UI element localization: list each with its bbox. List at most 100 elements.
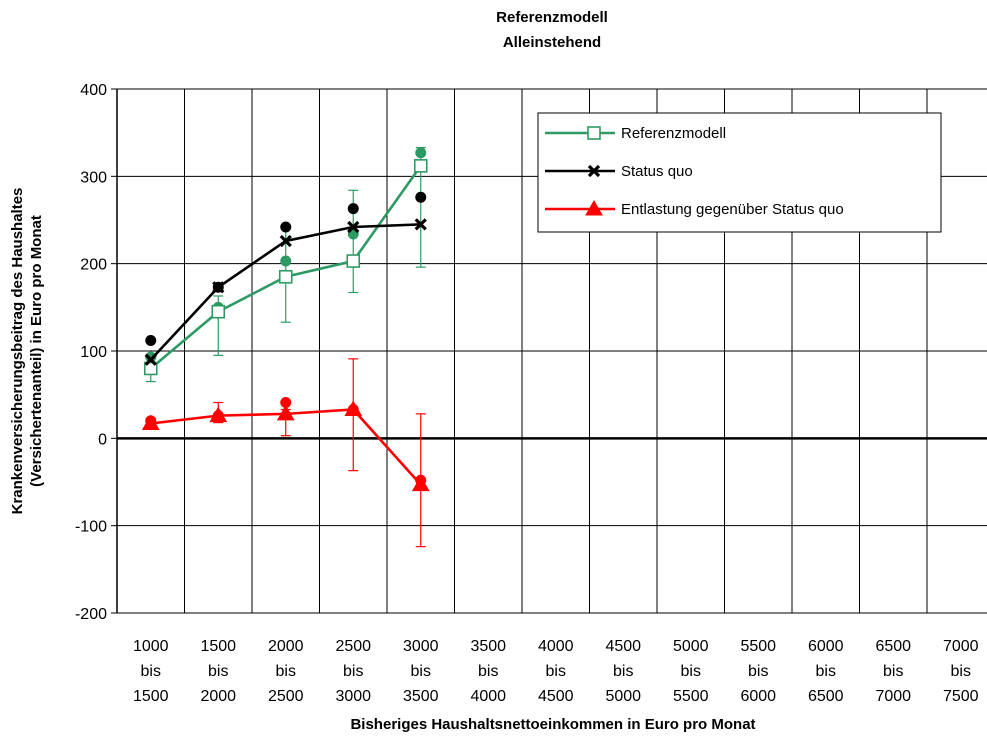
marker-stroke (212, 281, 225, 294)
data-point-dot (280, 255, 292, 267)
data-point-marker (587, 126, 601, 140)
data-point-marker (587, 164, 601, 178)
marker-stroke (587, 164, 601, 178)
x-tick-label-line: bis (816, 663, 836, 680)
x-tick-label-line: 5000 (673, 638, 709, 655)
x-tick-label-line: 6500 (808, 688, 844, 705)
data-point-dot (415, 191, 427, 203)
x-tick-label-line: 3000 (403, 638, 439, 655)
y-axis-label-line1: Krankenversicherungsbeitrag des Haushalt… (9, 188, 26, 515)
y-tick-label: -100 (75, 519, 107, 536)
legend-item: Entlastung gegenüber Status quo (545, 199, 844, 218)
x-tick-label-line: 5500 (673, 688, 709, 705)
x-tick-label: 5000 bis 5500 (673, 638, 709, 705)
series-entlastung-gegenüber-status-quo (141, 358, 430, 548)
x-tick-label-line: bis (478, 663, 498, 680)
x-tick-label: 1500 bis 2000 (200, 638, 236, 705)
marker-stroke (414, 218, 427, 231)
y-tick-label: 300 (80, 169, 107, 186)
x-tick-label-line: 2500 (268, 688, 304, 705)
x-tick-label-line: 5000 (605, 688, 641, 705)
x-tick-label: 2500 bis 3000 (335, 638, 371, 705)
data-point-dot (145, 351, 157, 363)
x-tick-label-line: bis (951, 663, 971, 680)
y-tick-label: 400 (80, 82, 107, 99)
data-point-marker (585, 199, 603, 216)
x-tick-label-line: 7000 (943, 638, 979, 655)
data-point-marker (344, 400, 363, 417)
x-tick-label-line: bis (748, 663, 768, 680)
x-tick-label-line: 1500 (133, 688, 169, 705)
x-tick-label-line: 6500 (875, 638, 911, 655)
legend-label: Referenzmodell (621, 125, 726, 142)
x-tick-label-line: bis (411, 663, 431, 680)
x-tick-label-line: 1500 (200, 638, 236, 655)
data-point-marker (143, 361, 158, 376)
y-tick-label: -200 (75, 606, 107, 623)
chart-title: Referenzmodell (496, 9, 608, 26)
data-point-marker (276, 404, 295, 421)
x-tick-label-line: bis (141, 663, 161, 680)
data-point-dot (280, 397, 292, 409)
x-tick-label-line: 6000 (808, 638, 844, 655)
x-tick-label-line: 7000 (875, 688, 911, 705)
x-tick-label-line: 1000 (133, 638, 169, 655)
x-tick-label-line: 6000 (740, 688, 776, 705)
x-tick-label-line: bis (546, 663, 566, 680)
legend-label: Status quo (621, 163, 693, 180)
legend-items: Referenzmodell Status quo Entlastung gegen… (545, 125, 844, 218)
x-tick-label: 2000 bis 2500 (268, 638, 304, 705)
chart-subtitle: Alleinstehend (503, 34, 601, 51)
x-tick-label-line: 4000 (470, 688, 506, 705)
x-tick-label-line: 4500 (605, 638, 641, 655)
x-tick-label-line: 7500 (943, 688, 979, 705)
marker-stroke (144, 353, 157, 366)
data-point-marker (212, 281, 225, 294)
legend-item: Referenzmodell (545, 125, 726, 142)
legend-item: Status quo (545, 163, 693, 180)
x-tick-label-line: 5500 (740, 638, 776, 655)
series-layer (141, 146, 430, 548)
x-tick-label: 4000 bis 4500 (538, 638, 574, 705)
x-tick-label-line: bis (681, 663, 701, 680)
x-tick-label-line: 3500 (403, 688, 439, 705)
y-tick-label: 0 (98, 431, 107, 448)
data-point-marker (278, 269, 293, 284)
data-point-marker (347, 220, 360, 234)
data-point-marker (413, 159, 428, 173)
marker-stroke (347, 220, 360, 234)
y-axis-ticks: 400 300 200 100 0 -100 -200 (75, 82, 117, 623)
x-tick-label-line: 3500 (470, 638, 506, 655)
x-tick-label: 3000 bis 3500 (403, 638, 439, 705)
x-tick-label-line: bis (208, 663, 228, 680)
x-axis-label: Bisheriges Haushaltsnettoeinkommen in Eu… (350, 716, 755, 733)
x-tick-label: 6000 bis 6500 (808, 638, 844, 705)
y-tick-label: 200 (80, 257, 107, 274)
data-point-dot (347, 203, 359, 215)
data-point-marker (414, 218, 427, 231)
data-point-dot (145, 335, 157, 347)
data-point-marker (211, 304, 226, 319)
x-tick-label-line: 2000 (200, 688, 236, 705)
legend: Referenzmodell Status quo Entlastung gegen… (537, 112, 942, 233)
x-tick-label: 4500 bis 5000 (605, 638, 641, 705)
x-tick-label: 5500 bis 6000 (740, 638, 776, 705)
series-status-quo (144, 191, 427, 366)
x-tick-label-line: bis (883, 663, 903, 680)
data-point-dot (415, 147, 427, 159)
data-point-marker (279, 234, 292, 248)
data-point-marker (144, 353, 157, 366)
x-axis-ticks: 1000 bis 1500 1500 bis 2000 2000 bis 2500 2500 bis… (133, 638, 979, 705)
marker-stroke (279, 234, 292, 248)
data-point-marker (209, 406, 228, 423)
data-point-marker (346, 254, 361, 268)
x-tick-label-line: bis (343, 663, 363, 680)
y-axis-label-line2: (Versichertenanteil) in Euro pro Monat (28, 215, 45, 487)
x-tick-label: 7000 bis 7500 (943, 638, 979, 705)
data-point-marker (411, 475, 430, 492)
data-point-marker (141, 414, 160, 430)
legend-label: Entlastung gegenüber Status quo (621, 201, 844, 218)
x-tick-label-line: 3000 (335, 688, 371, 705)
x-tick-label-line: 2000 (268, 638, 304, 655)
y-tick-label: 100 (80, 344, 107, 361)
